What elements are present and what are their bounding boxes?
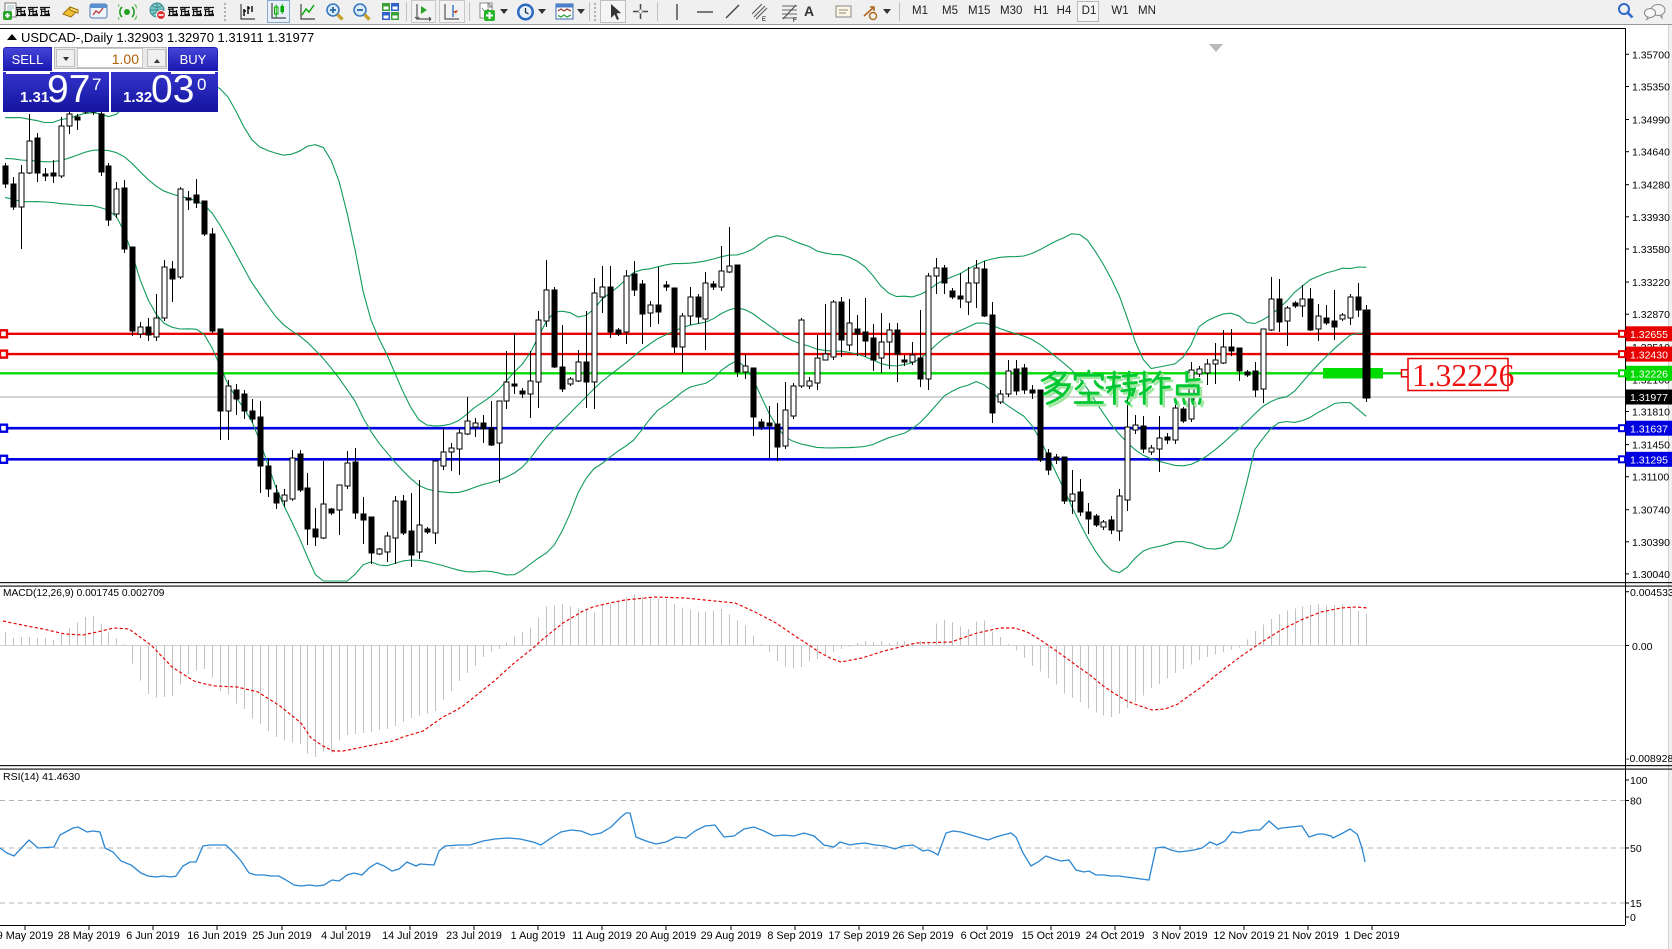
svg-text:1.33580: 1.33580 (1632, 244, 1670, 256)
svg-text:15 Oct 2019: 15 Oct 2019 (1022, 930, 1081, 942)
svg-text:26 Sep 2019: 26 Sep 2019 (892, 930, 953, 942)
svg-text:16 Jun 2019: 16 Jun 2019 (187, 930, 246, 942)
svg-text:14 Jul 2019: 14 Jul 2019 (382, 930, 438, 942)
svg-text:1.33930: 1.33930 (1632, 212, 1670, 224)
svg-text:1.31637: 1.31637 (1630, 423, 1668, 435)
svg-text:6 Jun 2019: 6 Jun 2019 (126, 930, 179, 942)
svg-text:24 Oct 2019: 24 Oct 2019 (1086, 930, 1145, 942)
svg-text:1.32655: 1.32655 (1630, 329, 1668, 341)
svg-text:1.32226: 1.32226 (1412, 358, 1514, 393)
svg-text:1.34640: 1.34640 (1632, 147, 1670, 159)
svg-text:23 Jul 2019: 23 Jul 2019 (446, 930, 502, 942)
svg-text:80: 80 (1630, 796, 1642, 808)
svg-text:50: 50 (1630, 843, 1642, 855)
svg-text:1.30740: 1.30740 (1632, 505, 1670, 517)
svg-text:F: F (793, 18, 797, 23)
svg-text:1.31295: 1.31295 (1630, 455, 1668, 467)
svg-text:8 Sep 2019: 8 Sep 2019 (767, 930, 822, 942)
svg-text:-0.008928: -0.008928 (1626, 753, 1672, 765)
svg-text:4 Jul 2019: 4 Jul 2019 (321, 930, 371, 942)
svg-text:1.32870: 1.32870 (1632, 309, 1670, 321)
svg-text:25 Jun 2019: 25 Jun 2019 (252, 930, 311, 942)
svg-text:21 Nov 2019: 21 Nov 2019 (1277, 930, 1338, 942)
svg-text:USDCAD-,Daily 1.32903 1.32970: USDCAD-,Daily 1.32903 1.32970 1.31911 1.… (21, 30, 314, 45)
svg-text:11 Aug 2019: 11 Aug 2019 (572, 930, 632, 942)
svg-text:29 Aug 2019: 29 Aug 2019 (701, 930, 762, 942)
svg-text:1.35350: 1.35350 (1632, 82, 1670, 94)
svg-text:MACD(12,26,9) 0.001745 0.00270: MACD(12,26,9) 0.001745 0.002709 (3, 588, 165, 599)
svg-text:1.31100: 1.31100 (1632, 472, 1669, 484)
svg-text:0.00: 0.00 (1632, 641, 1653, 653)
svg-text:1.31977: 1.31977 (1630, 392, 1668, 404)
svg-text:100: 100 (1630, 775, 1648, 787)
svg-text:1.31450: 1.31450 (1632, 440, 1670, 452)
svg-text:0: 0 (1630, 912, 1636, 924)
svg-text:6 Oct 2019: 6 Oct 2019 (961, 930, 1014, 942)
svg-text:3 Nov 2019: 3 Nov 2019 (1152, 930, 1207, 942)
svg-text:1.33220: 1.33220 (1632, 277, 1670, 289)
svg-text:0.004533: 0.004533 (1630, 587, 1672, 599)
svg-text:RSI(14) 41.4630: RSI(14) 41.4630 (3, 771, 80, 783)
svg-text:1.30040: 1.30040 (1632, 569, 1670, 581)
svg-text:1.34990: 1.34990 (1632, 115, 1670, 127)
svg-text:17 Sep 2019: 17 Sep 2019 (828, 930, 889, 942)
svg-text:1.35700: 1.35700 (1632, 49, 1670, 61)
svg-text:9 May 2019: 9 May 2019 (0, 930, 53, 942)
svg-text:1.34280: 1.34280 (1632, 180, 1670, 192)
svg-text:E: E (762, 17, 766, 23)
svg-text:1 Dec 2019: 1 Dec 2019 (1344, 930, 1399, 942)
svg-text:20 Aug 2019: 20 Aug 2019 (636, 930, 697, 942)
svg-text:1.32226: 1.32226 (1630, 369, 1668, 381)
svg-text:1.31810: 1.31810 (1632, 407, 1670, 419)
svg-text:15: 15 (1630, 898, 1642, 910)
svg-text:1.30390: 1.30390 (1632, 537, 1670, 549)
svg-text:1.32430: 1.32430 (1630, 349, 1668, 361)
svg-text:1 Aug 2019: 1 Aug 2019 (511, 930, 566, 942)
svg-text:28 May 2019: 28 May 2019 (58, 930, 120, 942)
svg-text:12 Nov 2019: 12 Nov 2019 (1213, 930, 1274, 942)
